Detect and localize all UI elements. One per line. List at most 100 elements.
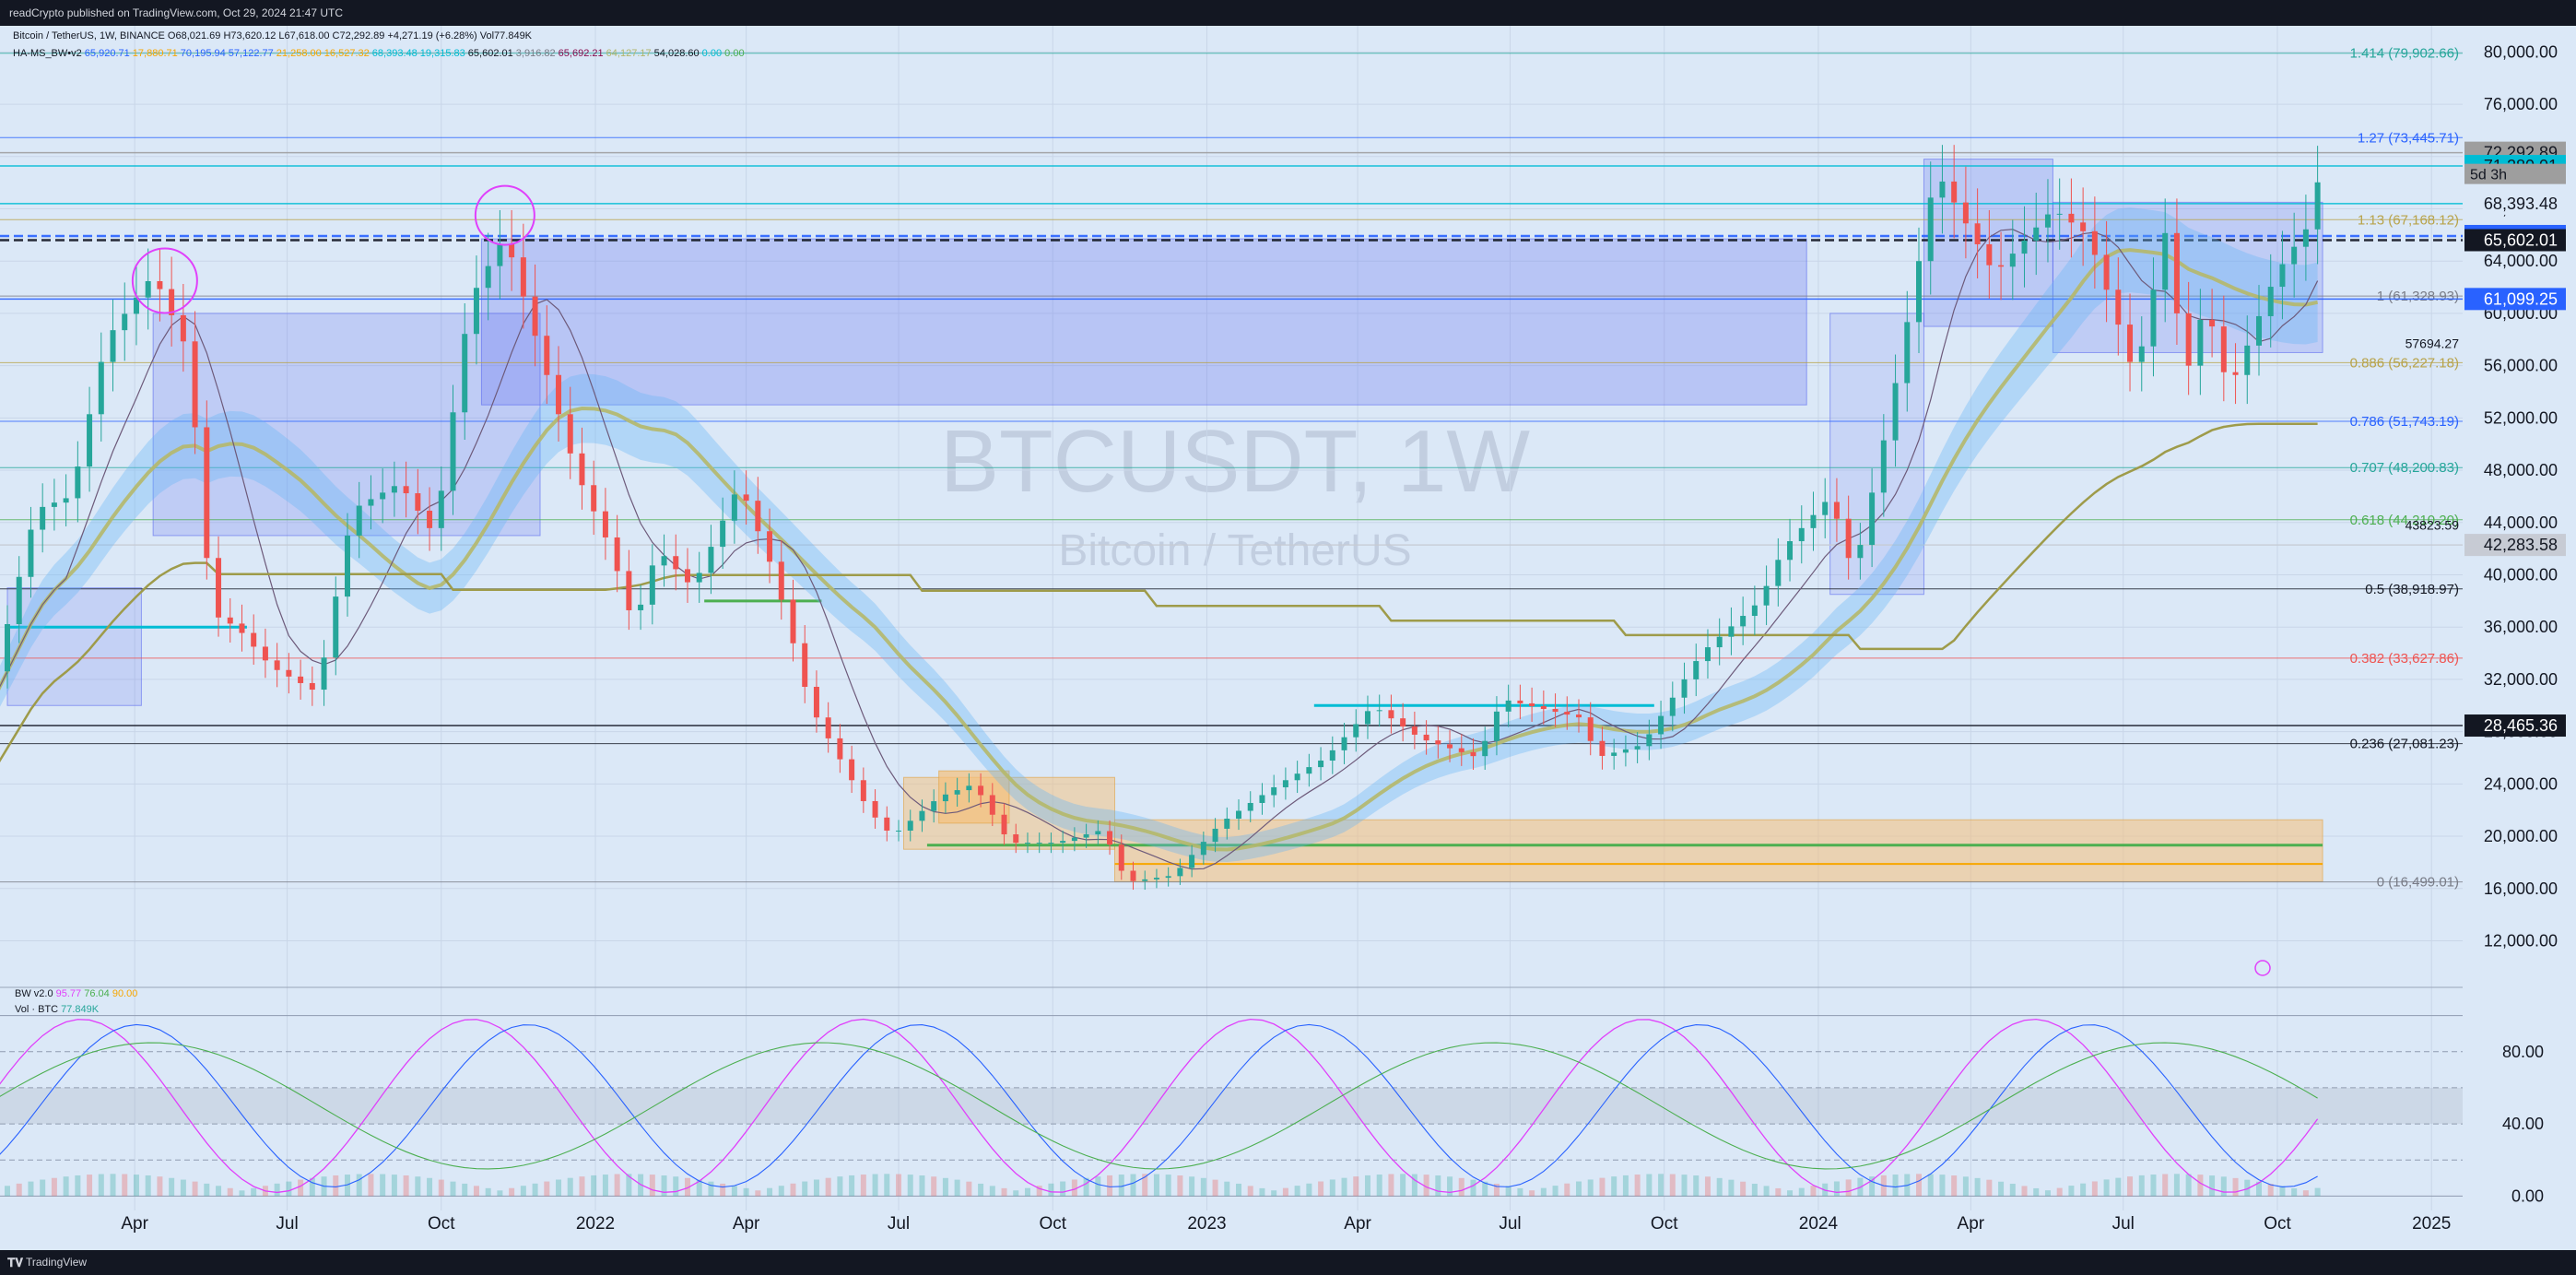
volume-bar-146 [1693,1175,1700,1197]
candle-body-131 [1517,700,1523,703]
candle-body-144 [1669,697,1676,716]
volume-bar-57 [649,1175,655,1197]
legend-value-13: 0.00 [700,48,722,59]
legend-value-10: 65,692.21 [556,48,604,59]
publish-text: readCrypto published on TradingView.com,… [9,6,343,19]
btcusdt-chart[interactable]: BTCUSDT, 1W Bitcoin / TetherUS 1.414 (79… [0,26,2576,1250]
volume-bar-42 [473,1186,479,1197]
volume-bar-137 [1587,1179,1594,1197]
candle-body-154 [1787,541,1794,561]
candle-body-77 [884,817,890,831]
time-tick-4: Apr [733,1214,760,1234]
candle-body-166 [1927,197,1934,262]
volume-bar-61 [696,1179,702,1197]
volume-bar-104 [1200,1177,1206,1197]
volume-bar-166 [1927,1174,1934,1197]
volume-bar-148 [1716,1177,1723,1197]
candle-body-118 [1364,711,1370,725]
volume-bar-172 [1998,1181,2005,1197]
candle-body-75 [860,780,866,801]
candle-body-99 [1142,879,1148,881]
candle-body-4 [28,529,34,577]
volume-bar-178 [2068,1186,2075,1197]
candle-body-43 [485,266,491,289]
volume-bar-142 [1646,1174,1653,1197]
price-badge-bg-6 [2464,534,2566,557]
candle-body-114 [1318,761,1324,768]
candle-body-71 [813,687,819,718]
volume-bar-40 [450,1181,456,1197]
candle-body-30 [333,596,339,658]
osc-signal-line [0,1042,2318,1170]
volume-bar-84 [966,1181,972,1197]
volume-bar-176 [2044,1190,2051,1197]
chart-marks: 57694.27 43823.59 [131,184,2459,976]
volume-bar-158 [1833,1181,1840,1197]
price-tick-11: 36,000.00 [2484,618,2558,636]
price-badge-2: 68,393.48 [2484,195,2558,213]
volume-bar-89 [1024,1187,1030,1197]
volume-bar-75 [860,1175,866,1197]
legend-value-4: 21,258.00 [274,48,322,59]
volume-bar-155 [1798,1187,1805,1197]
time-tick-10: Oct [1651,1214,1678,1234]
volume-bar-62 [708,1181,714,1197]
volume-bar-106 [1224,1181,1230,1197]
candle-body-14 [145,280,151,298]
volume-bar-150 [1740,1181,1747,1197]
candle-body-36 [403,486,409,494]
candle-body-2 [5,623,10,672]
bw-value-1: 76.04 [81,988,110,999]
volume-bar-74 [849,1175,855,1197]
candle-body-26 [286,669,292,677]
candle-body-51 [579,453,585,486]
candle-body-165 [1916,261,1923,323]
volume-bar-105 [1212,1179,1218,1197]
volume-bar-195 [2267,1184,2274,1197]
candle-body-119 [1376,710,1382,712]
legend-value-6: 68,393.48 [370,48,418,59]
volume-bar-188 [2185,1174,2192,1197]
legend-value-8: 65,602.01 [465,48,513,59]
volume-bar-36 [403,1175,409,1197]
candle-body-145 [1681,679,1688,698]
candle-body-142 [1646,734,1653,747]
volume-bar-123 [1423,1175,1429,1197]
price-tick-1: 76,000.00 [2484,95,2558,113]
candle-body-190 [2209,320,2216,327]
volume-bar-192 [2232,1177,2239,1197]
volume-bar-199 [2314,1187,2321,1197]
volume-bar-167 [1939,1175,1946,1197]
volume-bar-121 [1400,1174,1406,1197]
legend-value-0: 65,920.71 [82,48,130,59]
candle-body-111 [1282,780,1288,787]
tradingview-footer: 𝐓𝐕 TradingView [0,1250,2576,1275]
volume-bar-138 [1599,1177,1606,1197]
candle-body-87 [1001,814,1007,835]
volume-bar-85 [978,1183,984,1197]
countdown-bg [2464,163,2566,184]
candle-body-81 [931,801,937,811]
candle-body-62 [708,547,714,573]
volume-bar-86 [989,1186,995,1197]
volume-bar-193 [2244,1179,2251,1197]
volume-bar-13 [133,1175,139,1197]
candle-body-5 [40,506,46,530]
legend-symbol: Bitcoin / TetherUS, 1W, BINANCE [13,30,165,41]
volume-bar-191 [2220,1176,2227,1197]
candle-body-196 [2279,264,2286,288]
volume-bar-72 [825,1177,831,1197]
candle-body-46 [520,257,526,297]
candle-body-147 [1704,647,1711,662]
volume-bar-98 [1130,1174,1136,1197]
volume-bar-28 [309,1177,315,1197]
volume-bar-100 [1153,1174,1159,1197]
candle-body-91 [1048,843,1054,844]
legend-indicator-name: HA-MS_BW•v2 [13,48,82,59]
resistance-box-2021-b [152,313,541,537]
candle-body-105 [1212,828,1218,843]
price-tick-17: 12,000.00 [2484,931,2558,950]
candle-body-127 [1470,751,1476,757]
candle-body-59 [673,556,679,570]
candle-body-45 [509,243,515,258]
